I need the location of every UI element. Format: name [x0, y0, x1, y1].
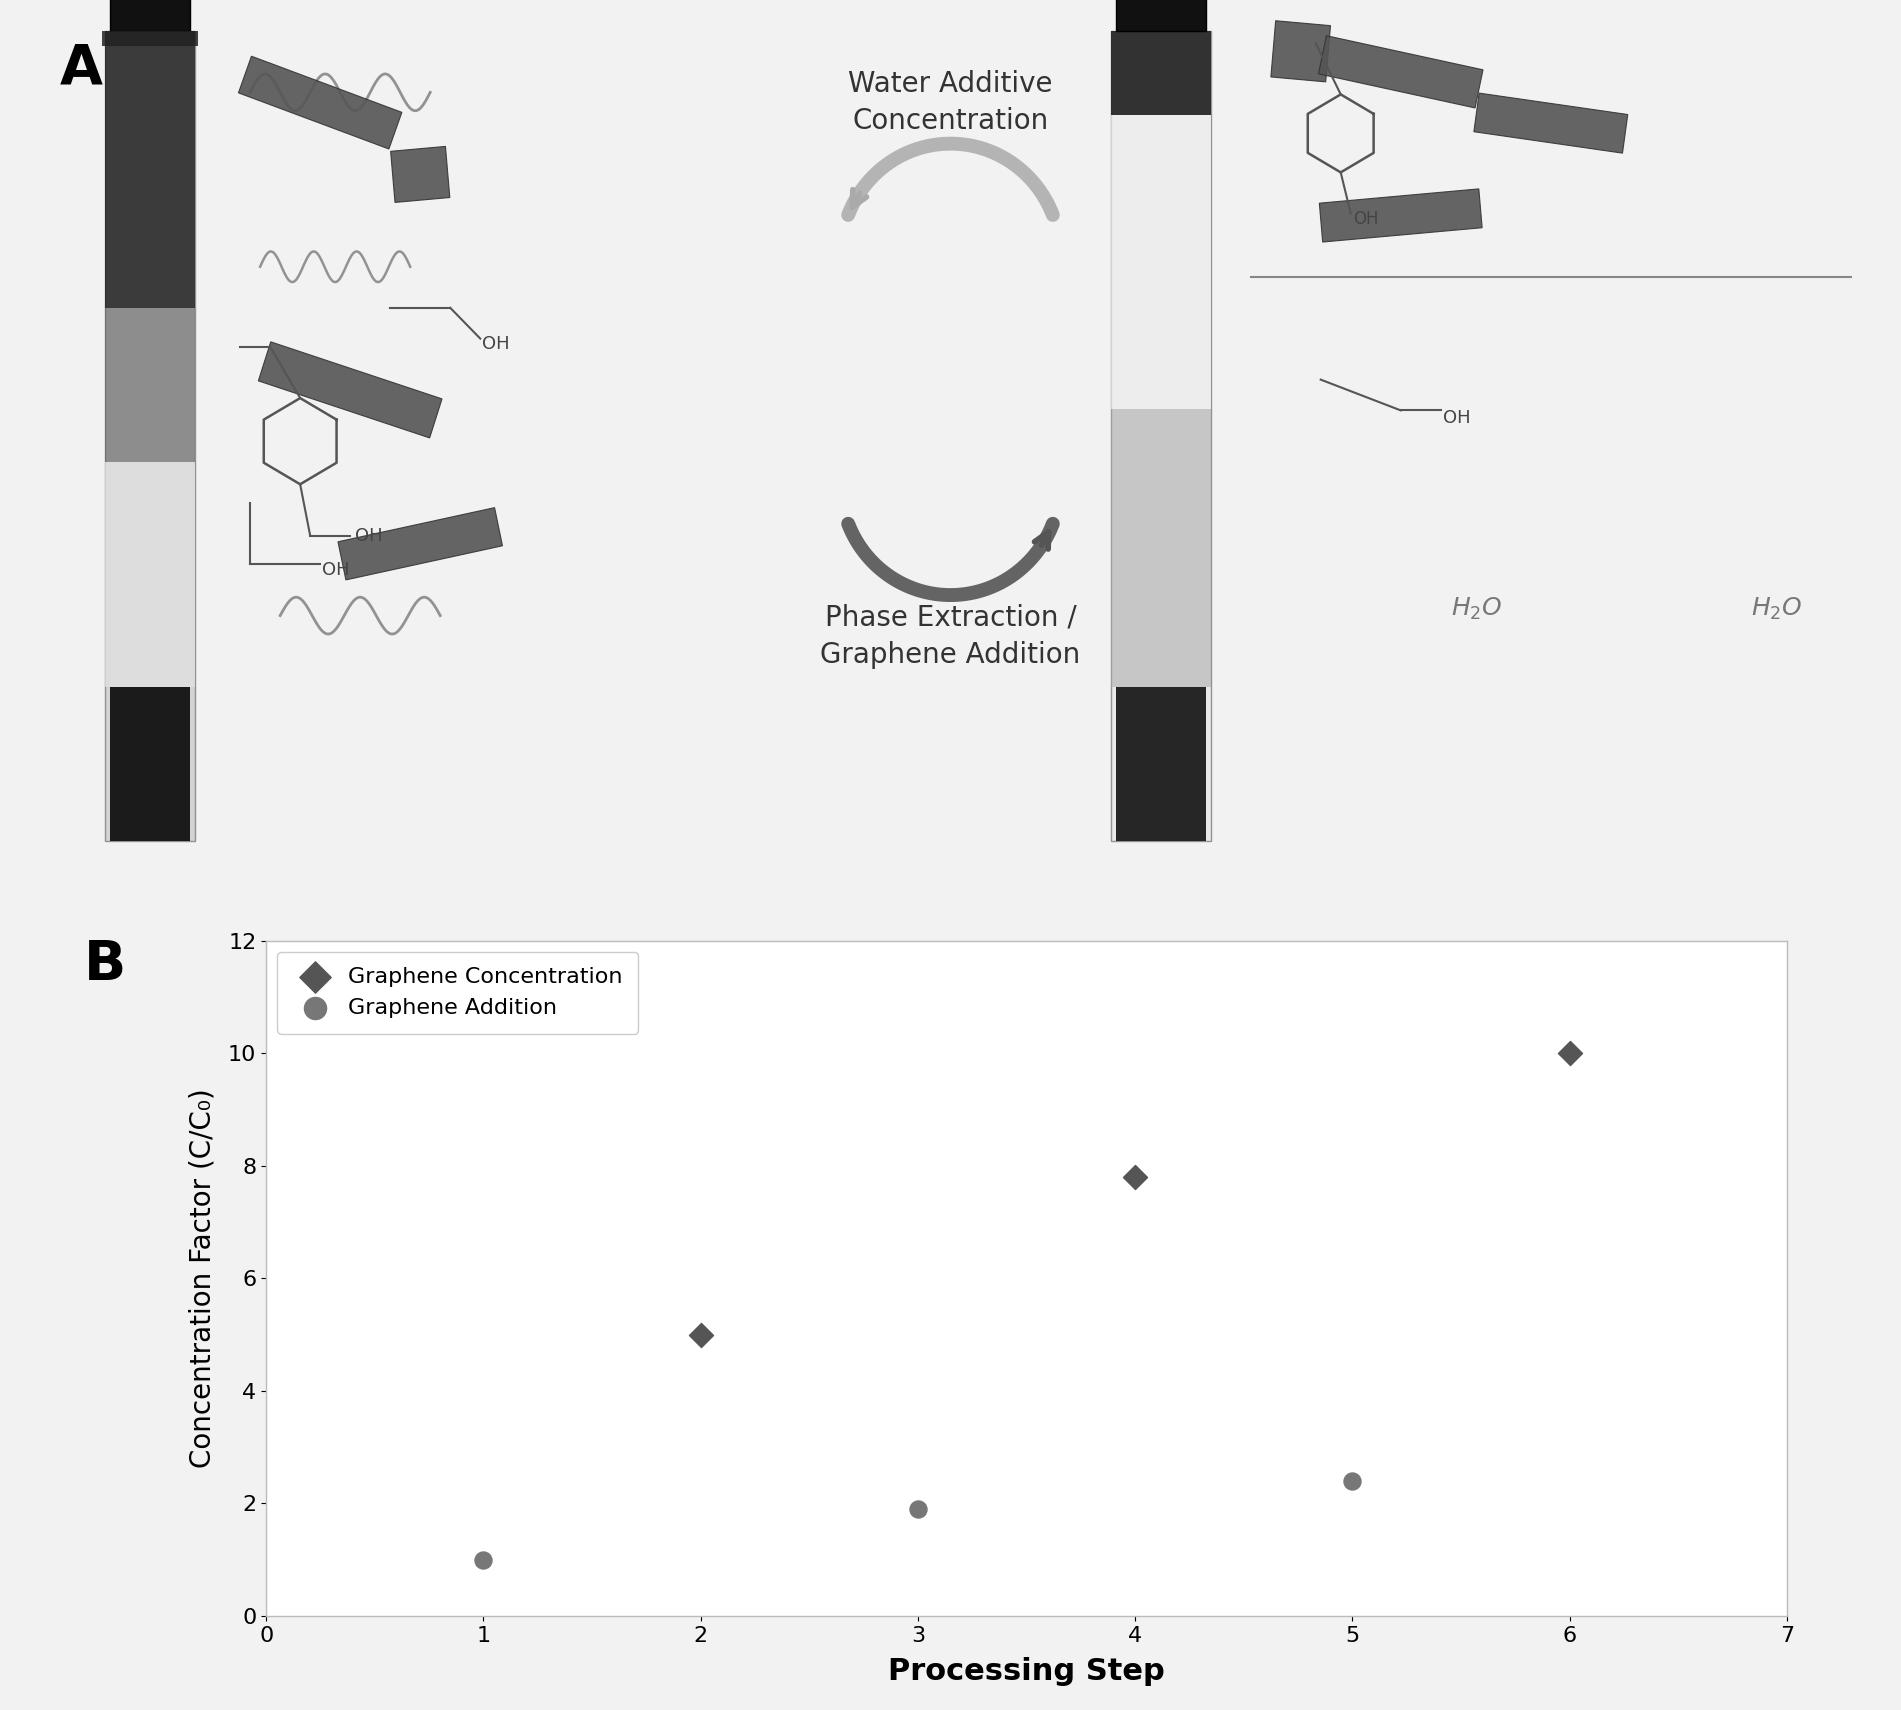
Polygon shape	[1319, 188, 1483, 243]
Polygon shape	[1116, 687, 1205, 841]
Polygon shape	[259, 342, 443, 438]
Graphene Concentration	[686, 1320, 717, 1347]
Polygon shape	[1272, 21, 1331, 82]
Text: OH: OH	[355, 527, 382, 545]
Graphene Concentration	[1555, 1040, 1585, 1067]
Text: OH: OH	[1354, 210, 1378, 227]
Text: A: A	[61, 41, 103, 96]
Polygon shape	[105, 308, 196, 462]
Polygon shape	[338, 508, 502, 580]
Legend: Graphene Concentration, Graphene Addition: Graphene Concentration, Graphene Additio…	[278, 951, 639, 1035]
Polygon shape	[1110, 31, 1211, 409]
Text: $H_2O$: $H_2O$	[1450, 595, 1502, 622]
Graphene Addition	[903, 1495, 933, 1522]
Polygon shape	[1110, 409, 1211, 687]
Y-axis label: Concentration Factor (C/C₀): Concentration Factor (C/C₀)	[188, 1088, 217, 1469]
Text: OH: OH	[321, 561, 350, 578]
Polygon shape	[1319, 36, 1483, 108]
Polygon shape	[105, 31, 196, 841]
Polygon shape	[238, 56, 401, 149]
Polygon shape	[110, 0, 190, 31]
X-axis label: Processing Step: Processing Step	[888, 1657, 1165, 1686]
Polygon shape	[103, 31, 198, 46]
Text: OH: OH	[1443, 409, 1469, 428]
Text: $H_2O$: $H_2O$	[1751, 595, 1802, 622]
Polygon shape	[105, 31, 196, 308]
Text: Water Additive
Concentration: Water Additive Concentration	[848, 70, 1053, 135]
Polygon shape	[1116, 0, 1205, 31]
Graphene Addition	[1336, 1467, 1367, 1495]
Text: OH: OH	[483, 335, 509, 352]
Graphene Addition	[468, 1546, 498, 1573]
Text: B: B	[84, 937, 125, 992]
Polygon shape	[1473, 92, 1627, 154]
Polygon shape	[1110, 31, 1211, 841]
Polygon shape	[110, 687, 190, 841]
Graphene Concentration	[1120, 1163, 1150, 1190]
Polygon shape	[105, 462, 196, 687]
Polygon shape	[390, 147, 451, 202]
Text: Phase Extraction /
Graphene Addition: Phase Extraction / Graphene Addition	[821, 604, 1080, 669]
Polygon shape	[1110, 31, 1211, 115]
